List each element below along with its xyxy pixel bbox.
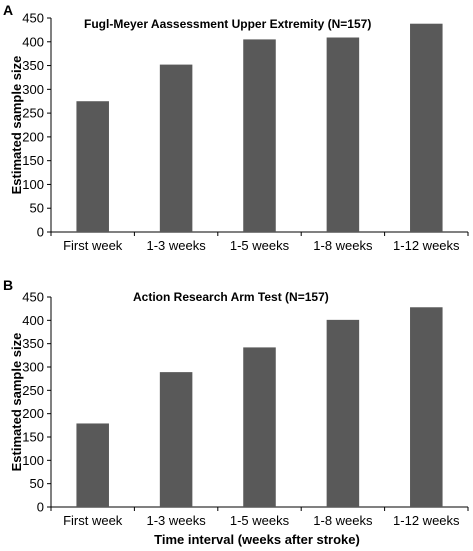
panel-a-y-tick-label: 300 [22, 82, 44, 97]
panel-b-x-axis-label: Time interval (weeks after stroke) [154, 532, 360, 547]
panel-a-y-tick-label: 350 [22, 58, 44, 73]
panel-b-y-tick-label: 400 [22, 313, 44, 328]
panel-a-bar [243, 39, 276, 233]
panel-b-x-tick-label: 1-12 weeks [393, 513, 460, 528]
panel-a-letter: A [3, 2, 13, 18]
panel-a-x-tick-label: First week [63, 238, 123, 253]
panel-a-x-tick-label: 1-12 weeks [393, 238, 460, 253]
panel-b-x-tick-label: 1-3 weeks [146, 513, 206, 528]
panel-b-bar [326, 319, 360, 507]
panel-b-x-tick-label: First week [63, 513, 123, 528]
panel-b-y-axis-label: Estimated sample size [9, 333, 24, 472]
panel-a-y-tick-label: 250 [22, 106, 44, 121]
panel-a-x-tick-label: 1-5 weeks [230, 238, 290, 253]
panel-b-letter: B [3, 277, 13, 293]
panel-a-y-tick-label: 450 [22, 11, 44, 26]
panel-a-title: Fugl-Meyer Aassessment Upper Extremity (… [84, 17, 371, 31]
panel-b-y-tick-label: 150 [22, 430, 44, 445]
panel-b-marks: 0 50 100 150 200 250 300 350 400 450 First week 1-3… [22, 290, 469, 528]
panel-b-y-tick-label: 350 [22, 336, 44, 351]
panel-b-bar [243, 347, 276, 507]
panel-a-y-tick-label: 150 [22, 153, 44, 168]
panel-b-y-tick-label: 0 [37, 500, 44, 515]
panel-b-y-tick-label: 450 [22, 290, 44, 305]
panel-b-y-tick-label: 100 [22, 453, 44, 468]
panel-a-y-tick-label: 100 [22, 177, 44, 192]
panel-b-bar [410, 307, 443, 507]
panel-a-bar [76, 101, 109, 232]
panel-b-bar [159, 372, 193, 507]
panel-a: A Fugl-Meyer Aassessment Upper Extremity… [3, 2, 469, 253]
panel-b-x-tick-label: 1-8 weeks [313, 513, 373, 528]
panel-a-x-tick-label: 1-8 weeks [313, 238, 373, 253]
panel-b-title: Action Research Arm Test (N=157) [133, 290, 329, 304]
panel-a-y-tick-label: 200 [22, 129, 44, 144]
panel-a-y-tick-label: 50 [30, 201, 44, 216]
panel-a-marks: 0 50 100 150 200 250 300 350 400 450 First week 1-3… [22, 11, 469, 253]
panel-b-y-tick-label: 200 [22, 406, 44, 421]
panel-a-bar [410, 23, 443, 233]
panel-b-x-tick-label: 1-5 weeks [230, 513, 290, 528]
panel-b: B Action Research Arm Test (N=157) Estim… [3, 277, 469, 547]
panel-b-y-tick-label: 300 [22, 360, 44, 375]
panel-a-bar [159, 64, 193, 232]
panel-b-y-tick-label: 250 [22, 383, 44, 398]
panel-b-y-tick-label: 50 [30, 476, 44, 491]
panel-b-bar [76, 423, 109, 507]
panel-a-bar [326, 37, 360, 233]
panel-a-y-axis-label: Estimated sample size [9, 56, 24, 195]
panel-a-x-tick-label: 1-3 weeks [146, 238, 206, 253]
panel-a-y-tick-label: 400 [22, 34, 44, 49]
panel-a-y-tick-label: 0 [37, 225, 44, 240]
